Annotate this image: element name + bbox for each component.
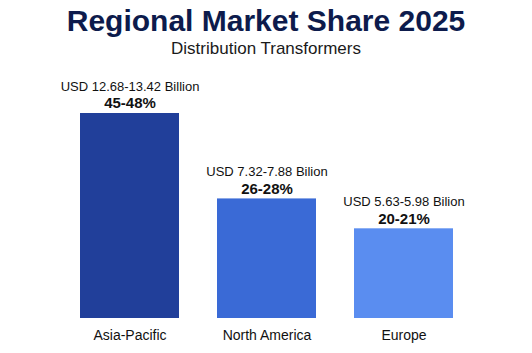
svg-text:Europe: Europe [381, 327, 426, 343]
svg-text:USD 7.32-7.88 Bilion: USD 7.32-7.88 Bilion [206, 164, 327, 179]
svg-text:USD 12.68-13.42 Billion: USD 12.68-13.42 Billion [61, 79, 200, 94]
svg-text:USD 5.63-5.98 Bilion: USD 5.63-5.98 Bilion [343, 194, 464, 209]
html-text:Regional Market Share 2025: Regional Market Share 2025 [66, 4, 466, 37]
svg-text:North America: North America [223, 327, 312, 343]
svg-text:45-48%: 45-48% [104, 94, 156, 111]
svg-text:Asia-Pacific: Asia-Pacific [93, 327, 166, 343]
svg-text:20-21%: 20-21% [378, 210, 430, 227]
html-text:Distribution Transformers: Distribution Transformers [171, 39, 361, 58]
svg-text:26-28%: 26-28% [241, 180, 293, 197]
